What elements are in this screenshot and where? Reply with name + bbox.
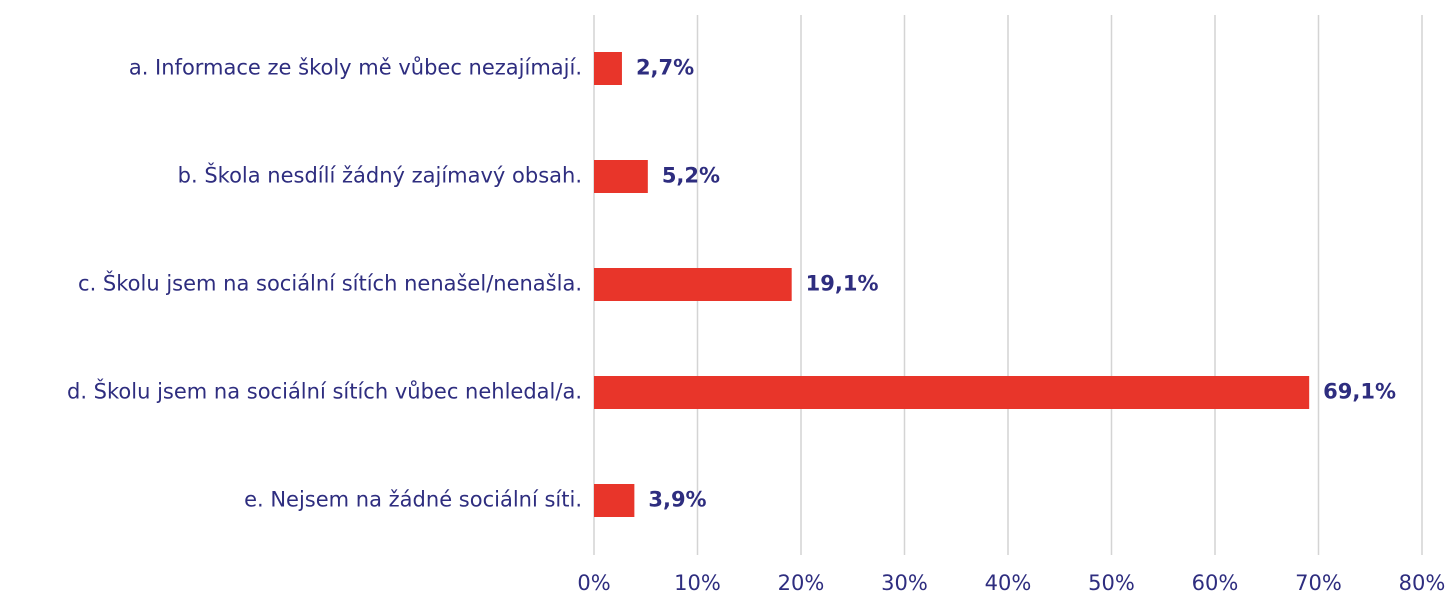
category-label: c. Školu jsem na sociální sítích nenašel… [78, 271, 582, 296]
category-label: d. Školu jsem na sociální sítích vůbec n… [67, 379, 582, 404]
x-tick-label: 60% [1192, 571, 1239, 595]
bar [594, 52, 622, 85]
x-tick-label: 30% [881, 571, 928, 595]
value-label: 69,1% [1323, 380, 1396, 404]
x-tick-label: 0% [577, 571, 610, 595]
value-label: 5,2% [662, 164, 720, 188]
x-tick-label: 40% [985, 571, 1032, 595]
category-label: e. Nejsem na žádné sociální síti. [244, 488, 582, 512]
bar [594, 268, 792, 301]
bar [594, 160, 648, 193]
bar [594, 376, 1310, 409]
x-tick-label: 50% [1088, 571, 1135, 595]
x-tick-label: 10% [674, 571, 721, 595]
value-label: 19,1% [806, 272, 879, 296]
bar [594, 484, 635, 517]
x-tick-label: 70% [1295, 571, 1342, 595]
x-tick-label: 80% [1399, 571, 1446, 595]
category-label: a. Informace ze školy mě vůbec nezajímaj… [129, 56, 582, 80]
value-label: 3,9% [648, 488, 706, 512]
value-label: 2,7% [636, 56, 694, 80]
x-tick-label: 20% [778, 571, 825, 595]
category-label: b. Škola nesdílí žádný zajímavý obsah. [178, 163, 582, 188]
